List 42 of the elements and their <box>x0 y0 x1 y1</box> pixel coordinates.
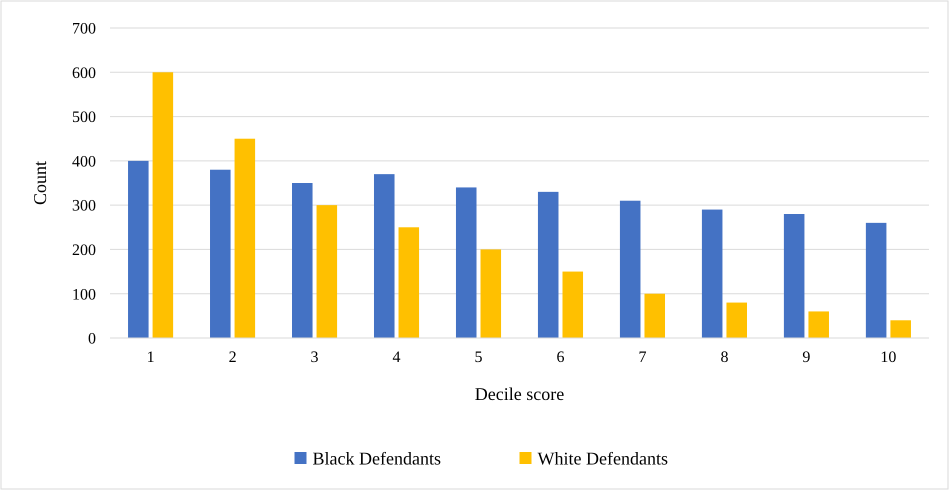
x-tick-label: 8 <box>720 349 728 366</box>
bar <box>374 174 395 338</box>
y-tick-label: 200 <box>72 242 96 260</box>
x-tick-label: 9 <box>802 349 810 366</box>
bar <box>480 249 502 338</box>
bar <box>808 311 829 338</box>
bar <box>292 183 313 338</box>
bar <box>538 192 558 338</box>
x-tick-label: 4 <box>392 349 401 366</box>
bar <box>702 210 722 338</box>
legend-label: White Defendants <box>538 448 668 468</box>
x-tick-label: 1 <box>146 349 155 366</box>
x-tick-label: 5 <box>474 349 483 366</box>
x-axis-title: Decile score <box>474 384 564 404</box>
y-tick-label: 100 <box>72 286 96 304</box>
y-tick-label: 500 <box>72 109 96 126</box>
bar <box>866 222 886 338</box>
y-tick-label: 700 <box>72 20 96 38</box>
bar <box>210 170 231 338</box>
y-tick-label: 300 <box>72 198 96 215</box>
bar <box>128 160 149 338</box>
bar <box>234 138 256 338</box>
bar <box>456 187 477 338</box>
bar <box>562 272 584 338</box>
bar <box>398 227 420 338</box>
y-tick-label: 400 <box>72 153 96 170</box>
x-tick-label: 7 <box>638 349 646 366</box>
bar <box>644 294 666 338</box>
bar <box>620 200 640 338</box>
x-tick-label: 6 <box>556 349 564 366</box>
bar <box>784 214 804 338</box>
bar <box>726 302 747 338</box>
x-tick-label: 10 <box>880 349 896 366</box>
y-tick-label: 600 <box>72 64 96 82</box>
x-tick-label: 3 <box>310 349 319 366</box>
x-tick-label: 2 <box>228 349 237 366</box>
y-axis-title: Count <box>30 160 50 206</box>
legend-label: Black Defendants <box>312 448 441 468</box>
bar <box>316 205 338 338</box>
bar <box>152 72 174 338</box>
y-tick-label: 0 <box>88 330 96 348</box>
bar <box>890 320 911 338</box>
